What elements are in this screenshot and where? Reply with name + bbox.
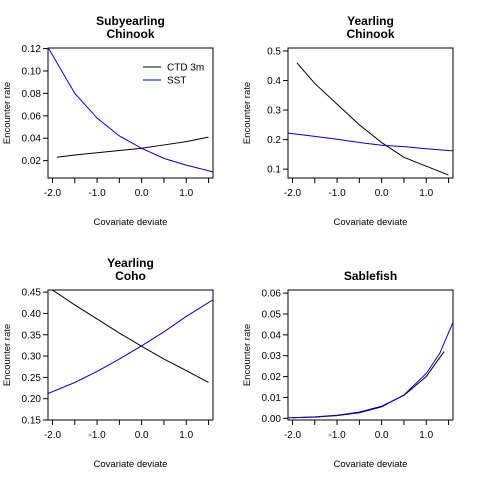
x-tick-label: 0.0 — [375, 188, 389, 199]
x-axis-label: Covariate deviate — [94, 459, 168, 470]
y-tick-label: 0.5 — [267, 46, 281, 57]
y-axis-label: Encounter rate — [242, 82, 253, 144]
y-tick-label: 0.10 — [22, 66, 42, 77]
x-axis-label: Covariate deviate — [334, 217, 408, 228]
series-line-1 — [52, 290, 208, 382]
x-tick-label: -1.0 — [328, 430, 346, 441]
y-tick-label: 0.40 — [22, 309, 42, 320]
y-tick-label: 0.08 — [22, 89, 42, 100]
y-axis-label: Encounter rate — [2, 324, 13, 386]
y-tick-label: 0.02 — [262, 372, 282, 383]
y-tick-label: 0.45 — [22, 288, 42, 299]
x-tick-label: 0.0 — [375, 430, 389, 441]
series-line-1 — [292, 352, 444, 418]
series-line-2 — [288, 133, 453, 151]
y-tick-label: 0.01 — [262, 393, 282, 404]
x-tick-label: 1.0 — [419, 188, 433, 199]
series-line-2 — [288, 322, 453, 417]
x-axis-label: Covariate deviate — [94, 217, 168, 228]
chart-title: Chinook — [107, 27, 155, 41]
legend-label: CTD 3m — [167, 63, 204, 74]
chart-title: Yearling — [107, 256, 154, 270]
x-tick-label: -1.0 — [88, 430, 106, 441]
y-axis-label: Encounter rate — [2, 82, 13, 144]
y-tick-label: 0.12 — [22, 44, 42, 55]
chart-panel-4: Sablefish -2.0 -1.0 0.0 1.0 0.00 0.01 0.02 0.03 0… — [242, 269, 453, 470]
chart-title: Sablefish — [344, 269, 397, 283]
y-tick-label: 0.4 — [267, 76, 281, 87]
x-tick-label: -2.0 — [44, 430, 62, 441]
plot-frame — [288, 48, 453, 178]
y-tick-label: 0.2 — [267, 135, 281, 146]
x-tick-label: -2.0 — [284, 430, 302, 441]
x-tick-label: -2.0 — [284, 188, 302, 199]
y-tick-label: 0.35 — [22, 330, 42, 341]
y-tick-label: 0.05 — [262, 309, 282, 320]
y-tick-label: 0.3 — [267, 106, 281, 117]
series-line-ctd-3m — [57, 137, 209, 157]
plot-frame — [288, 290, 453, 420]
y-tick-label: 0.06 — [22, 111, 42, 122]
y-tick-label: 0.1 — [267, 165, 281, 176]
x-tick-label: -1.0 — [328, 188, 346, 199]
y-tick-label: 0.30 — [22, 352, 42, 363]
y-tick-label: 0.04 — [22, 134, 42, 145]
y-tick-label: 0.04 — [262, 330, 282, 341]
plot-frame — [48, 290, 213, 420]
y-tick-label: 0.15 — [22, 416, 42, 427]
y-axis-label: Encounter rate — [242, 324, 253, 386]
x-tick-label: -2.0 — [44, 188, 62, 199]
x-tick-label: 1.0 — [179, 188, 193, 199]
x-tick-label: 1.0 — [419, 430, 433, 441]
y-tick-label: 0.20 — [22, 394, 42, 405]
x-axis-label: Covariate deviate — [334, 459, 408, 470]
series-line-1 — [297, 63, 449, 175]
chart-title: Coho — [115, 269, 146, 283]
y-tick-label: 0.25 — [22, 373, 42, 384]
y-tick-label: 0.03 — [262, 351, 282, 362]
x-tick-label: 0.0 — [135, 188, 149, 199]
legend-label: SST — [167, 76, 186, 87]
series-line-2 — [48, 300, 213, 394]
y-tick-label: 0.00 — [262, 414, 282, 425]
chart-title: Yearling — [347, 14, 394, 28]
x-tick-label: 1.0 — [179, 430, 193, 441]
x-tick-label: -1.0 — [88, 188, 106, 199]
chart-title: Chinook — [347, 27, 395, 41]
x-tick-label: 0.0 — [135, 430, 149, 441]
y-tick-label: 0.06 — [262, 289, 282, 300]
chart-title: Subyearling — [96, 14, 165, 28]
y-tick-label: 0.02 — [22, 156, 42, 167]
